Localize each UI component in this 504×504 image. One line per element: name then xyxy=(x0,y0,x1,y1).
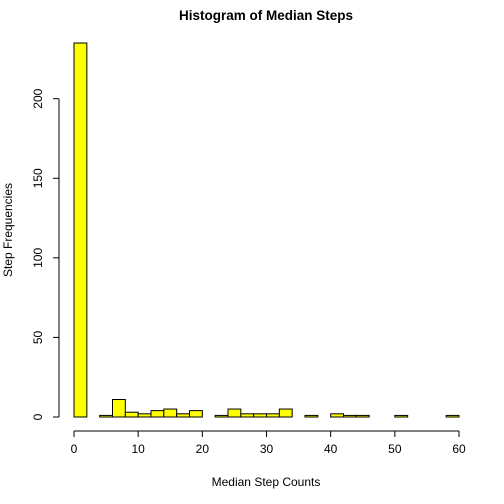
x-tick-label: 10 xyxy=(131,442,145,456)
x-tick-label: 40 xyxy=(324,442,338,456)
histogram-bar xyxy=(305,415,318,417)
histogram-bar xyxy=(279,409,292,417)
y-axis-label: Step Frequencies xyxy=(1,183,15,277)
histogram-bar xyxy=(254,414,267,417)
histogram-bar xyxy=(446,415,459,417)
histogram-bar xyxy=(100,415,113,417)
histogram-bar xyxy=(138,414,151,417)
x-tick-label: 50 xyxy=(388,442,402,456)
histogram-bar xyxy=(151,411,164,417)
x-axis-label: Median Step Counts xyxy=(212,475,321,489)
x-tick-label: 60 xyxy=(452,442,466,456)
histogram-bar xyxy=(215,415,228,417)
histogram-bar xyxy=(74,43,87,417)
y-tick-label: 50 xyxy=(31,330,45,344)
histogram-bar xyxy=(344,415,357,417)
histogram-bar xyxy=(164,409,177,417)
histogram-bar xyxy=(241,414,254,417)
histogram-bar xyxy=(177,414,190,417)
y-axis: 0 50 100 150 200 xyxy=(31,88,59,420)
histogram-bar xyxy=(113,399,126,417)
x-axis: 0 10 20 30 40 50 60 xyxy=(71,431,466,456)
x-tick-label: 30 xyxy=(260,442,274,456)
x-tick-label: 0 xyxy=(71,442,78,456)
y-tick-label: 200 xyxy=(31,88,45,108)
y-tick-label: 0 xyxy=(31,413,45,420)
histogram-bar xyxy=(228,409,241,417)
histogram-bar xyxy=(267,414,280,417)
bars-group xyxy=(74,43,459,417)
chart-title: Histogram of Median Steps xyxy=(179,8,353,23)
histogram-bar xyxy=(190,411,203,417)
histogram-bar xyxy=(356,415,369,417)
x-tick-label: 20 xyxy=(196,442,210,456)
histogram-bar xyxy=(331,414,344,417)
y-tick-label: 100 xyxy=(31,248,45,268)
histogram-bar xyxy=(395,415,408,417)
y-tick-label: 150 xyxy=(31,168,45,188)
histogram-bar xyxy=(125,412,138,417)
